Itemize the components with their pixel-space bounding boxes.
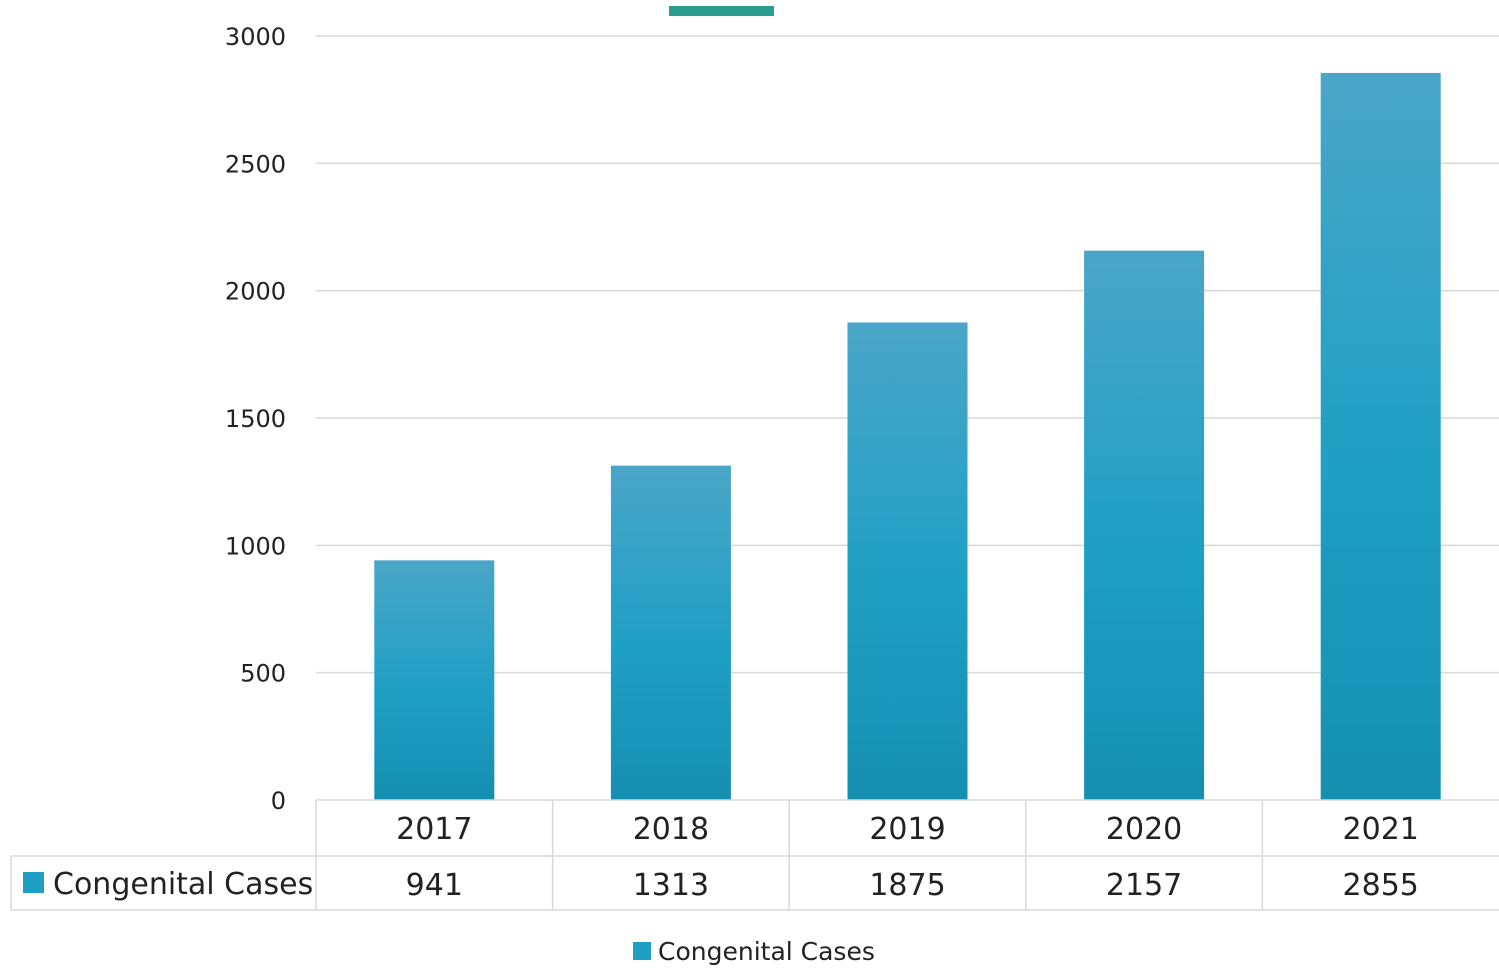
x-category-label: 2018 xyxy=(633,812,709,847)
table-value-cell: 2157 xyxy=(1106,868,1182,903)
y-tick-label: 3000 xyxy=(225,23,286,51)
table-value-cell: 941 xyxy=(406,868,463,903)
x-category-label: 2017 xyxy=(396,812,472,847)
y-tick-label: 2500 xyxy=(225,150,286,178)
y-tick-label: 1000 xyxy=(225,532,286,560)
y-tick-label: 500 xyxy=(240,660,286,688)
table-value-cell: 1875 xyxy=(869,868,945,903)
legend: Congenital Cases xyxy=(633,937,875,966)
series-row-label: Congenital Cases xyxy=(53,867,313,902)
bars xyxy=(374,72,1441,801)
y-tick-label: 1500 xyxy=(225,405,286,433)
x-category-label: 2019 xyxy=(869,812,945,847)
bar xyxy=(1320,72,1441,801)
table-value-cell: 2855 xyxy=(1343,868,1419,903)
bar xyxy=(1084,250,1205,800)
y-axis-ticks: 0 500 1000 1500 2000 2500 3000 xyxy=(225,23,286,815)
table-value-cell: 1313 xyxy=(633,868,709,903)
bar xyxy=(847,322,968,800)
x-category-label: 2021 xyxy=(1343,812,1419,847)
top-accent-mark xyxy=(669,6,774,16)
y-tick-label: 2000 xyxy=(225,278,286,306)
bar xyxy=(374,560,495,800)
legend-swatch xyxy=(633,942,651,960)
legend-label: Congenital Cases xyxy=(658,937,875,966)
bar xyxy=(610,465,731,800)
x-category-label: 2020 xyxy=(1106,812,1182,847)
data-table: 2017 941 2018 1313 2019 1875 2020 2157 2021 2855 C… xyxy=(10,799,1499,911)
series-key-swatch xyxy=(23,872,44,893)
y-tick-label: 0 xyxy=(271,787,286,815)
